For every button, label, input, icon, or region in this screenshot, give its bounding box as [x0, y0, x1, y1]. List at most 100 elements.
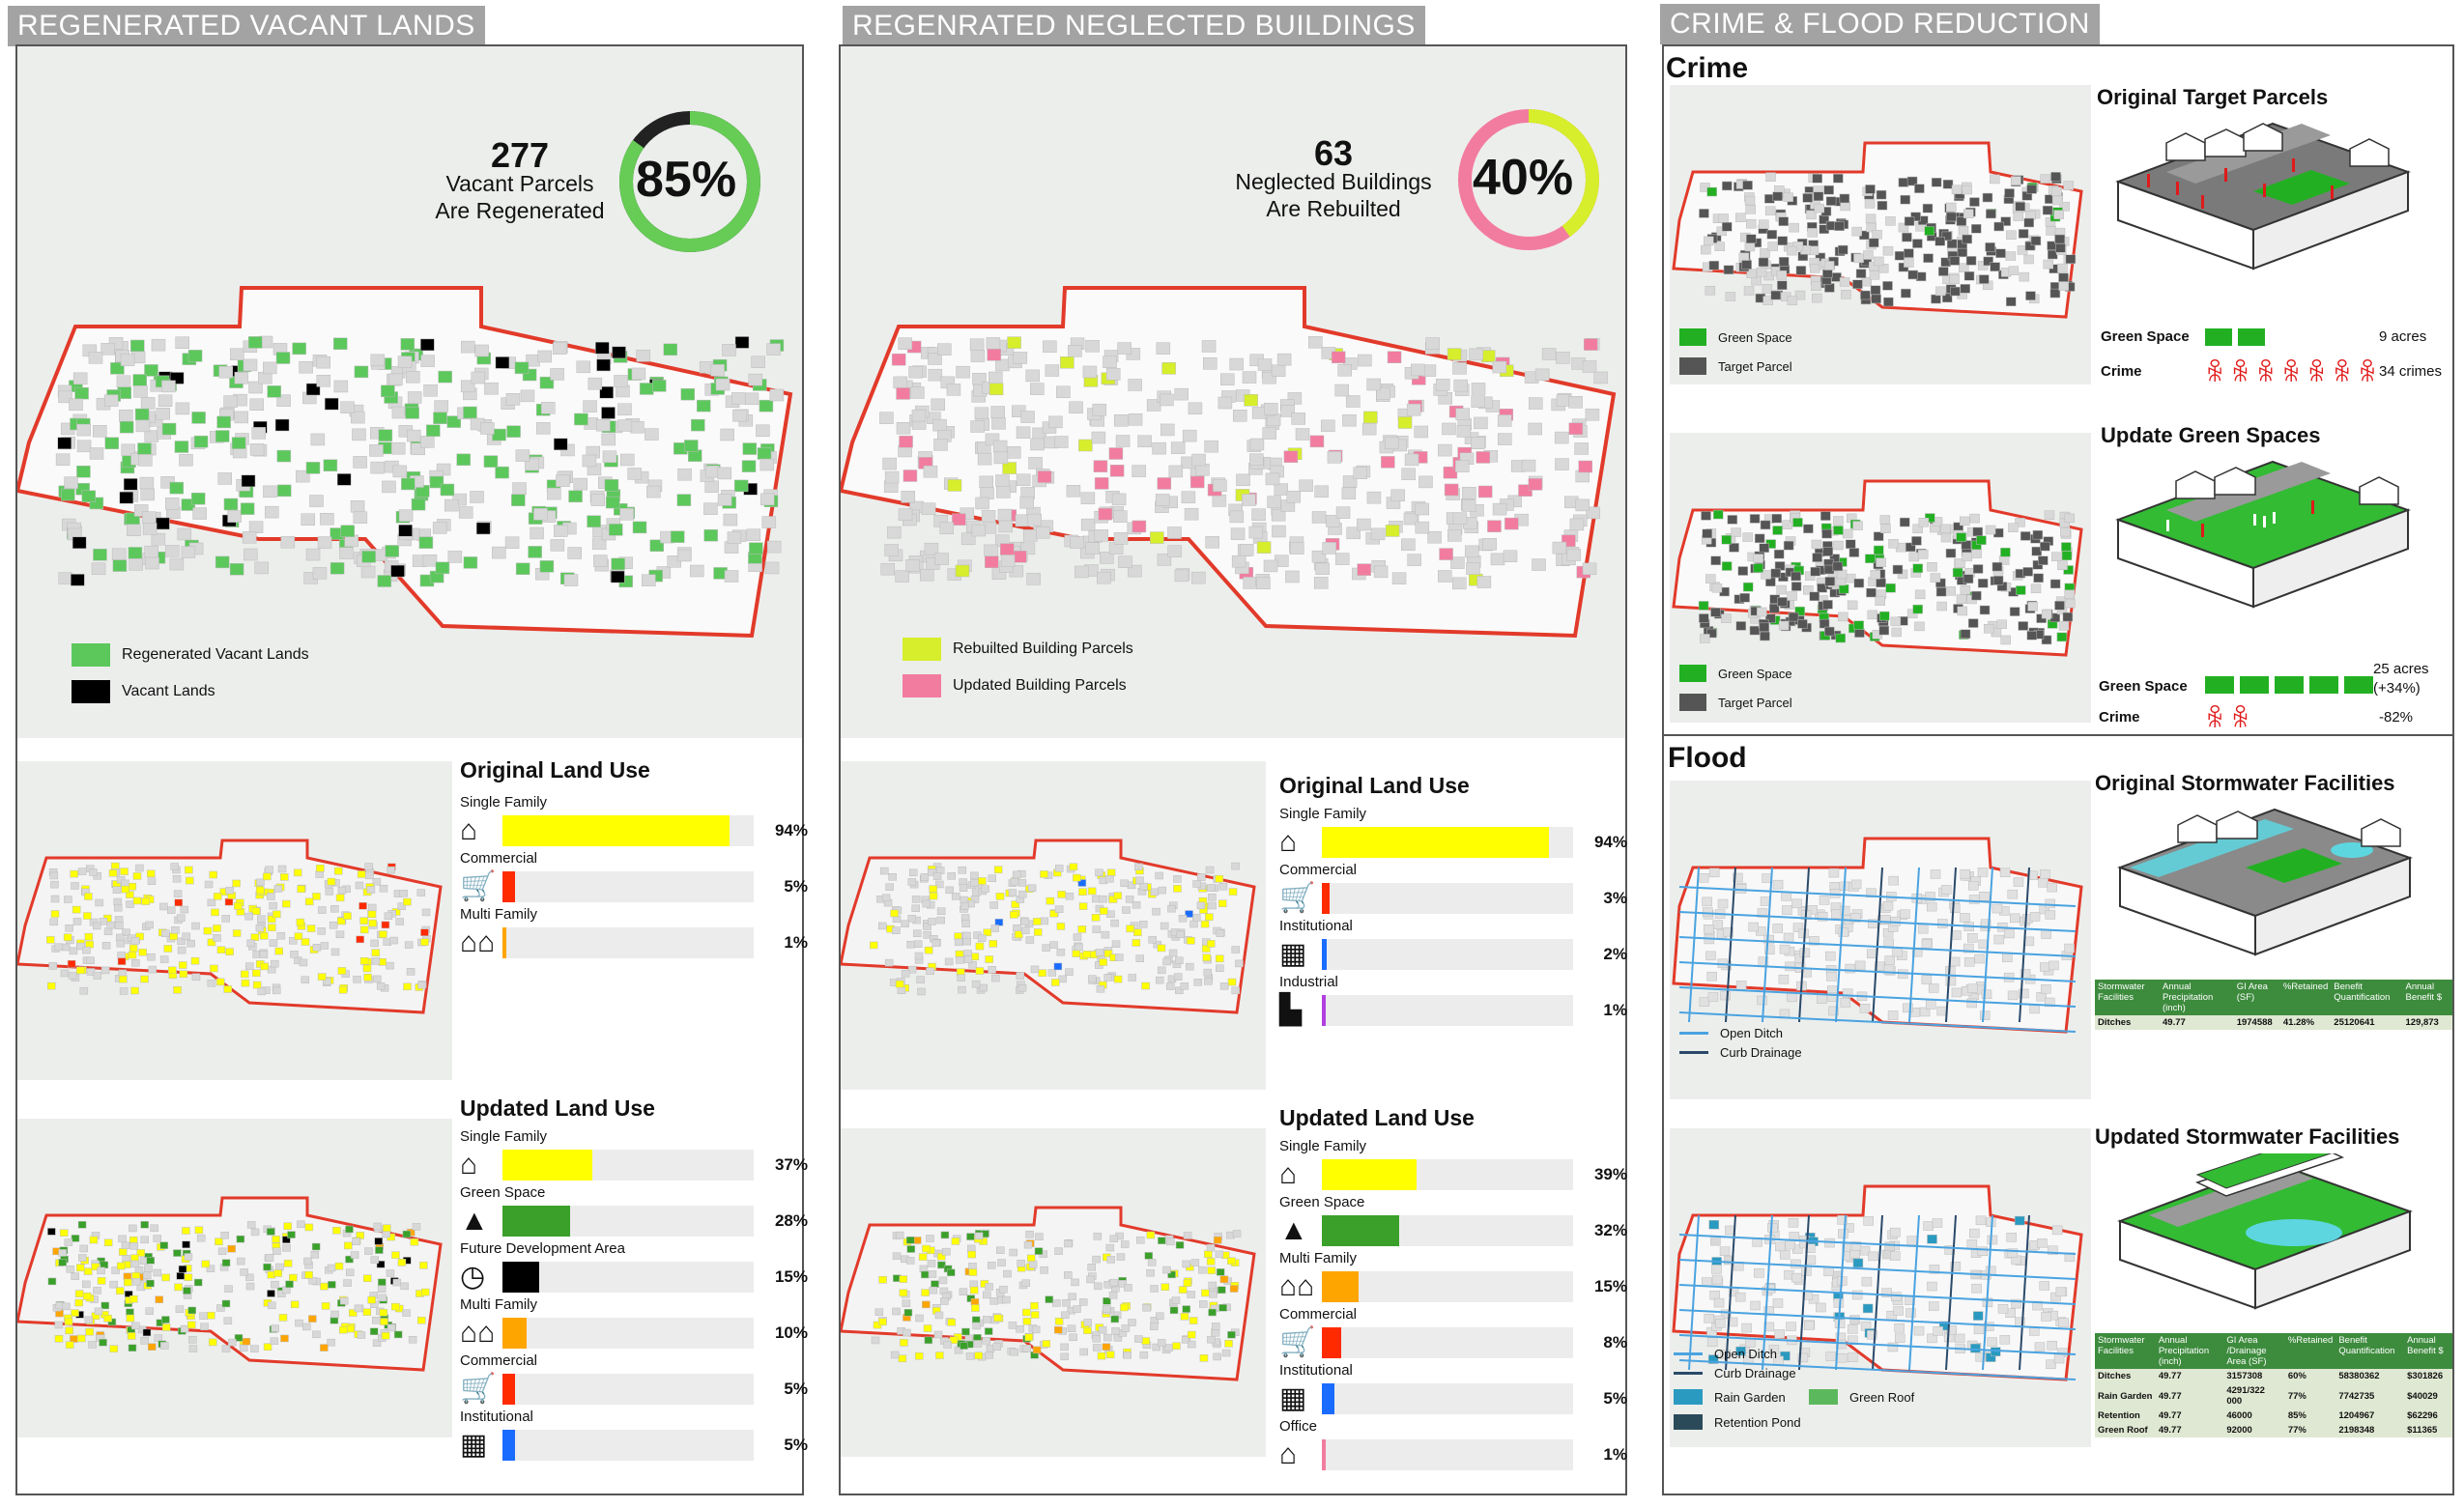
land-use-item: Future Development Area ◷ 15% [460, 1240, 808, 1296]
original-stormwater-title: Original Stormwater Facilities [2095, 771, 2395, 795]
panel-vacant-lands: 277 Vacant Parcels Are Regenerated 85% R… [15, 44, 808, 1495]
table-header: Annual Benefit $ [2404, 1333, 2452, 1369]
land-use-percent: 32% [1593, 1221, 1627, 1239]
building-icon: ▦ [1279, 938, 1307, 970]
cart-icon: 🛒 [1279, 1326, 1316, 1358]
original-target-parcels-illustration [2115, 122, 2411, 270]
table-header: Stormwater Facilities [2095, 1333, 2156, 1369]
table-header: Stormwater Facilities [2095, 980, 2161, 1015]
land-use-bar [1322, 1159, 1417, 1190]
house-icon: ⌂ [460, 1149, 478, 1181]
legend-line [1679, 1051, 1708, 1054]
land-use-item: Institutional ▦ 5% [460, 1408, 808, 1465]
land-use-label: Single Family [1279, 1138, 1367, 1154]
land-use-percent: 1% [784, 933, 808, 952]
legend-swatch [1679, 328, 1706, 346]
stat-line-1: Vacant Parcels [445, 171, 594, 196]
panel-crime-flood: Crime Green Space Target Parcel Original… [1662, 44, 2454, 1495]
stat-line-1: Neglected Buildings [1235, 169, 1432, 194]
table-header: Benefit Quantification [2335, 1333, 2405, 1369]
tree-icon: ▲ [1279, 1214, 1308, 1246]
table-cell: 60% [2287, 1371, 2306, 1381]
land-use-item: Industrial ▙ 1% [1279, 974, 1627, 1030]
flood-map-updated-shape [1672, 1184, 2083, 1381]
original-target-parcels-title: Original Target Parcels [2097, 85, 2329, 109]
land-use-bar-track [502, 1262, 754, 1293]
table-cell: 49.77 [2163, 1017, 2186, 1028]
legend-swatch [1674, 1414, 1703, 1430]
office-icon: ⌂ [1279, 1438, 1298, 1470]
land-use-bars-updated: Single Family ⌂ 39% Green Space ▲ 32% Multi Fa… [1279, 1138, 1627, 1474]
green-space-label: Green Space [2099, 678, 2188, 695]
crime-figures: ꆜꆜ [2205, 704, 2256, 733]
legend-swatch [903, 638, 941, 661]
table-row: Ditches 49.77 3157308 60% 58380362 $301826 [2095, 1369, 2452, 1383]
land-use-bar-track [1322, 995, 1573, 1026]
land-use-bar-track [502, 1206, 754, 1237]
land-use-bar [1322, 1327, 1341, 1358]
map-neglected-buildings [841, 286, 1617, 639]
land-use-bars-original: Single Family ⌂ 94% Commercial 🛒 3% Institutio… [1279, 806, 1627, 1030]
legend-item: Target Parcel [1679, 357, 1792, 375]
updated-land-use-title: Updated Land Use [1279, 1105, 1475, 1130]
legend-item: Open Ditch [1674, 1347, 1777, 1361]
land-use-label: Multi Family [460, 906, 538, 923]
updated-stormwater-illustration [2117, 1153, 2413, 1310]
land-use-bar-track [502, 927, 754, 958]
table-cell: Retention [2098, 1410, 2140, 1421]
legend-swatch [1679, 694, 1706, 711]
land-use-label: Multi Family [460, 1296, 538, 1313]
green-space-change: (+34%) [2373, 680, 2421, 697]
table-header: GI Area /Drainage Area (SF) [2223, 1333, 2285, 1369]
land-use-bar [502, 927, 506, 958]
table-cell: $40029 [2407, 1390, 2438, 1402]
land-use-item: Multi Family ⌂⌂ 1% [460, 906, 808, 962]
land-use-percent: 15% [1593, 1277, 1627, 1295]
table-cell: 7742735 [2338, 1390, 2375, 1402]
legend-line [1679, 1032, 1708, 1035]
section-divider [1664, 734, 2452, 736]
table-header: Annual Precipitation (inch) [2155, 1333, 2224, 1369]
table-cell: 49.77 [2158, 1371, 2182, 1381]
percent-value: 85% [636, 152, 737, 208]
table-cell: 49.77 [2158, 1410, 2182, 1421]
update-green-spaces-title: Update Green Spaces [2101, 423, 2321, 447]
land-use-label: Institutional [460, 1408, 533, 1425]
legend-item: Curb Drainage [1679, 1045, 1802, 1060]
table-cell: 3157308 [2226, 1371, 2263, 1381]
map-original-landuse-shape [841, 839, 1256, 1014]
land-use-item: Commercial 🛒 5% [460, 1352, 808, 1408]
building-icon: ▦ [460, 1429, 488, 1461]
legend-item: Updated Building Parcels [903, 674, 1127, 697]
land-use-percent: 5% [784, 1380, 808, 1398]
land-use-bar-track [502, 1150, 754, 1181]
land-use-percent: 94% [774, 821, 808, 839]
land-use-item: Office ⌂ 1% [1279, 1418, 1627, 1474]
land-use-item: Green Space ▲ 32% [1279, 1194, 1627, 1250]
legend-item: Curb Drainage [1674, 1366, 1796, 1380]
updated-stormwater-table: Stormwater Facilities Annual Precipitatio… [2095, 1333, 2452, 1437]
crime-value: 34 crimes [2379, 363, 2443, 380]
land-use-bar [502, 1374, 515, 1405]
land-use-label: Commercial [1279, 1306, 1358, 1323]
table-cell: 92000 [2226, 1425, 2252, 1436]
land-use-bar-track [1322, 827, 1573, 858]
land-use-bar [1322, 939, 1327, 970]
green-space-blocks [2205, 676, 2373, 694]
crime-figures: ꆜꆜꆜꆜꆜꆜꆜ [2205, 358, 2384, 387]
legend-swatch [1809, 1389, 1838, 1405]
land-use-bar [502, 815, 730, 846]
land-use-bars-original: Single Family ⌂ 94% Commercial 🛒 5% Multi Fami… [460, 794, 808, 962]
percent-value: 40% [1473, 150, 1574, 206]
land-use-item: Commercial 🛒 8% [1279, 1306, 1627, 1362]
land-use-bar-track [1322, 1215, 1573, 1246]
original-land-use-title: Original Land Use [1279, 773, 1470, 798]
legend-item: Green Space [1679, 328, 1792, 346]
update-green-spaces-illustration [2115, 460, 2411, 609]
cart-icon: 🛒 [460, 870, 497, 902]
land-use-label: Institutional [1279, 1362, 1353, 1379]
land-use-bar [502, 1150, 592, 1181]
panel-neglected-buildings: 63 Neglected Buildings Are Rebuilted 40%… [839, 44, 1627, 1495]
land-use-bar-track [1322, 1383, 1573, 1414]
house-icon: ⌂ [460, 814, 478, 846]
